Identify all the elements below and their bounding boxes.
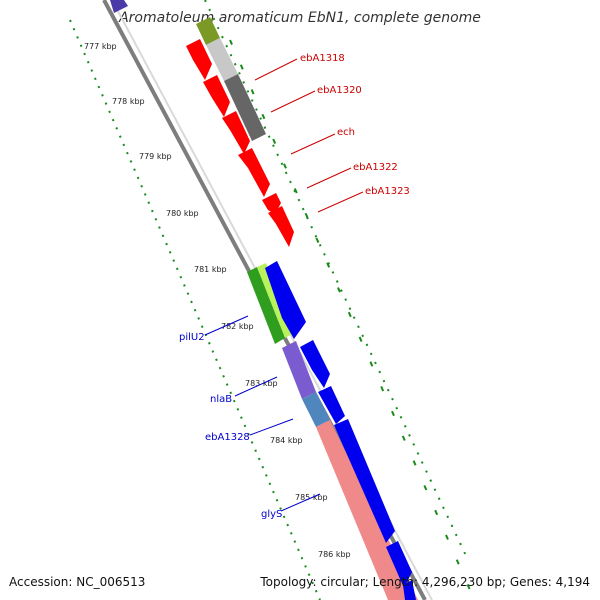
gene-blue-2[interactable] [300,340,330,388]
tick-781: 781 kbp [194,265,227,274]
forward-genes [110,0,294,247]
gene-blue-6[interactable] [403,580,416,600]
gene-dark-gray[interactable] [224,74,266,141]
label-ebA1328[interactable]: ebA1328 [205,432,250,443]
gene-blue-3[interactable] [318,386,345,424]
label-ebA1323[interactable]: ebA1323 [365,186,410,197]
label-ebA1322[interactable]: ebA1322 [353,162,398,173]
tick-778: 778 kbp [112,97,145,106]
gene-blue-1[interactable] [265,261,306,339]
gc-ring-inner [69,19,321,600]
gene-red-4[interactable] [238,148,270,197]
gene-purple[interactable] [282,341,316,399]
gene-green[interactable] [247,267,285,344]
label-pilU2[interactable]: pilU2 [179,332,205,343]
tick-777: 777 kbp [84,42,117,51]
tick-784: 784 kbp [270,436,303,445]
tick-780: 780 kbp [166,209,199,218]
topology-summary: Topology: circular; Length: 4,296,230 bp… [260,575,590,589]
gene-blue-5[interactable] [386,541,412,588]
accession-text: Accession: NC_006513 [9,575,146,589]
gene-olive[interactable] [196,17,220,45]
label-ebA1318[interactable]: ebA1318 [300,53,345,64]
tick-786: 786 kbp [318,550,351,559]
gene-blue-top [110,0,128,13]
gene-red-2[interactable] [203,75,230,117]
tick-782: 782 kbp [221,322,254,331]
tick-783: 783 kbp [245,379,278,388]
gc-ring-tick-dashes [229,39,471,591]
label-nlaB[interactable]: nlaB [210,394,232,405]
gene-light-gray[interactable] [206,38,238,81]
reverse-genes [247,261,418,600]
gene-steel[interactable] [302,392,330,427]
gene-red-3[interactable] [222,111,250,154]
label-glyS[interactable]: glyS [261,509,282,520]
gene-red-6[interactable] [268,206,294,247]
gene-red-1[interactable] [186,39,212,80]
label-ebA1320[interactable]: ebA1320 [317,85,362,96]
reverse-labels: pilU2 nlaB ebA1328 glyS [179,315,321,520]
forward-labels: ebA1318 ebA1320 ech ebA1322 ebA1323 [254,53,410,213]
label-ech[interactable]: ech [337,127,355,138]
tick-labels: 777 kbp 778 kbp 779 kbp 780 kbp 781 kbp … [84,42,351,559]
gene-red-5[interactable] [262,193,281,214]
tick-779: 779 kbp [139,152,172,161]
gene-blue-4[interactable] [334,419,395,543]
